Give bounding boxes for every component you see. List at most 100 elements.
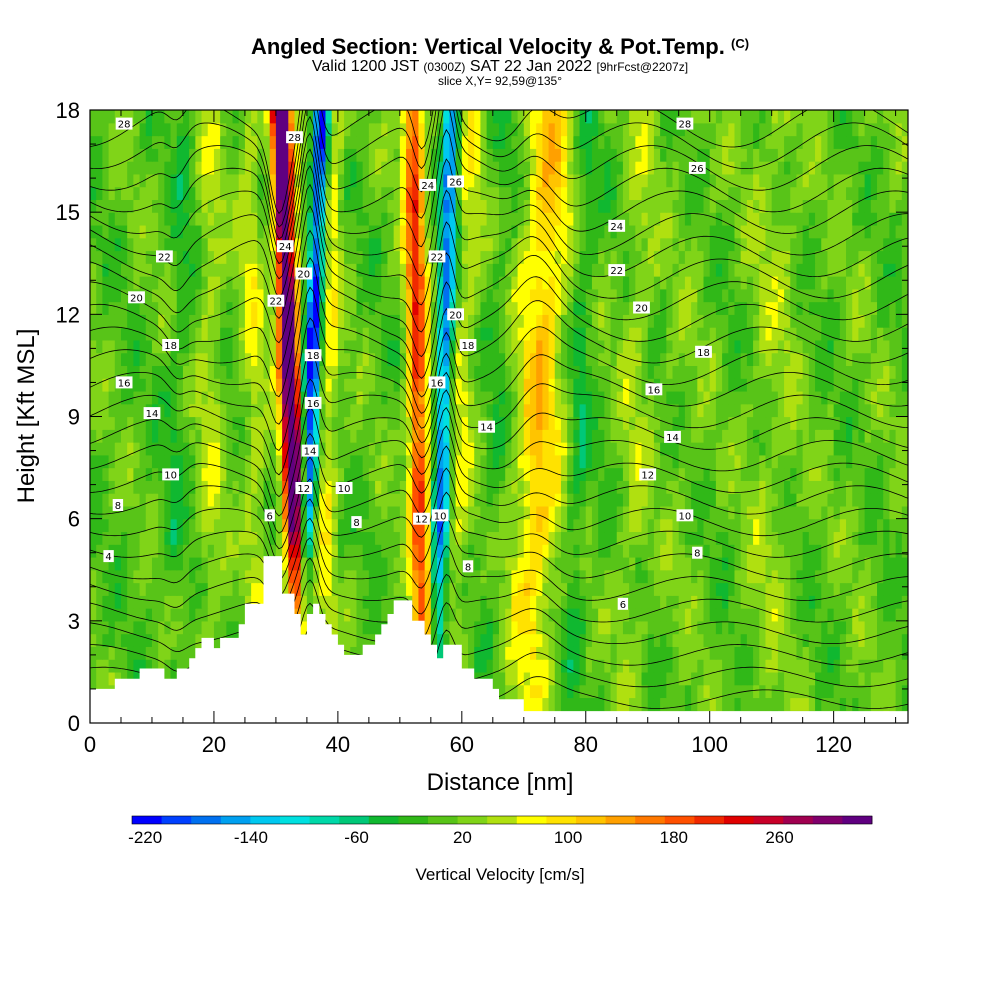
field-cell bbox=[554, 480, 562, 494]
field-cell bbox=[90, 327, 97, 341]
field-cell bbox=[870, 352, 878, 367]
field-cell bbox=[108, 659, 116, 673]
field-cell bbox=[282, 531, 289, 545]
field-cell bbox=[877, 314, 884, 328]
field-cell bbox=[660, 569, 667, 584]
field-cell bbox=[182, 493, 190, 507]
field-cell bbox=[560, 544, 568, 558]
field-cell bbox=[176, 544, 184, 558]
field-cell bbox=[238, 608, 246, 622]
field-cell bbox=[901, 314, 908, 328]
field-cell bbox=[765, 697, 773, 711]
field-cell bbox=[660, 403, 667, 418]
field-cell bbox=[784, 595, 791, 609]
field-cell bbox=[133, 378, 141, 392]
field-cell bbox=[437, 633, 444, 647]
field-cell bbox=[542, 480, 550, 494]
field-cell bbox=[691, 314, 698, 328]
field-cell bbox=[660, 390, 667, 405]
field-cell bbox=[418, 301, 426, 315]
field-cell bbox=[226, 301, 234, 315]
field-cell bbox=[480, 633, 488, 647]
field-cell bbox=[120, 480, 128, 494]
field-cell bbox=[895, 442, 903, 456]
field-cell bbox=[765, 429, 773, 443]
field-cell bbox=[474, 429, 482, 443]
field-cell bbox=[164, 620, 172, 635]
field-cell bbox=[375, 237, 382, 252]
field-cell bbox=[176, 314, 184, 328]
field-cell bbox=[790, 544, 798, 558]
field-cell bbox=[598, 556, 605, 571]
field-cell bbox=[350, 608, 358, 622]
field-cell bbox=[821, 352, 829, 367]
field-cell bbox=[523, 595, 531, 609]
field-cell bbox=[666, 620, 674, 635]
field-cell bbox=[108, 595, 116, 609]
field-cell bbox=[424, 518, 432, 533]
field-cell bbox=[207, 544, 215, 558]
field-cell bbox=[449, 480, 457, 494]
field-cell bbox=[734, 467, 742, 481]
field-cell bbox=[523, 365, 531, 379]
field-cell bbox=[306, 301, 314, 315]
field-cell bbox=[350, 378, 358, 392]
field-cell bbox=[616, 569, 624, 584]
field-cell bbox=[238, 454, 246, 469]
field-cell bbox=[294, 403, 302, 418]
field-cell bbox=[319, 250, 327, 264]
field-cell bbox=[96, 454, 103, 469]
field-cell bbox=[158, 301, 165, 315]
field-cell bbox=[895, 595, 903, 609]
field-cell bbox=[895, 301, 903, 315]
field-cell bbox=[678, 467, 686, 481]
field-cell bbox=[573, 531, 581, 545]
field-cell bbox=[170, 671, 178, 686]
field-cell bbox=[406, 493, 413, 507]
field-cell bbox=[362, 276, 370, 290]
field-cell bbox=[418, 595, 426, 609]
field-cell bbox=[300, 531, 308, 545]
field-cell bbox=[610, 416, 618, 430]
field-cell bbox=[833, 493, 841, 507]
field-cell bbox=[114, 633, 122, 647]
field-cell bbox=[610, 671, 618, 686]
field-cell bbox=[852, 467, 860, 481]
field-cell bbox=[114, 442, 122, 456]
field-cell bbox=[319, 505, 327, 520]
field-cell bbox=[350, 595, 358, 609]
field-cell bbox=[529, 378, 537, 392]
field-cell bbox=[468, 659, 475, 673]
field-cell bbox=[362, 518, 370, 533]
field-cell bbox=[201, 390, 209, 405]
field-cell bbox=[182, 556, 190, 571]
field-cell bbox=[430, 237, 438, 252]
field-cell bbox=[102, 480, 110, 494]
field-cell bbox=[164, 416, 172, 430]
field-cell bbox=[554, 314, 562, 328]
field-cell bbox=[610, 276, 618, 290]
field-cell bbox=[833, 390, 841, 405]
field-cell bbox=[443, 429, 451, 443]
field-cell bbox=[846, 467, 853, 481]
field-cell bbox=[858, 531, 866, 545]
field-cell bbox=[393, 250, 401, 264]
field-cell bbox=[455, 237, 463, 252]
field-cell bbox=[703, 288, 711, 303]
field-cell bbox=[777, 301, 785, 315]
field-cell bbox=[492, 237, 500, 252]
field-cell bbox=[232, 442, 240, 456]
field-cell bbox=[846, 403, 853, 418]
field-cell bbox=[734, 582, 742, 596]
field-cell bbox=[356, 416, 364, 430]
field-cell bbox=[833, 365, 841, 379]
field-cell bbox=[430, 633, 438, 647]
field-cell bbox=[697, 263, 705, 277]
field-cell bbox=[151, 595, 159, 609]
field-cell bbox=[337, 569, 345, 584]
field-cell bbox=[151, 608, 159, 622]
field-cell bbox=[864, 390, 872, 405]
field-cell bbox=[356, 263, 364, 277]
field-cell bbox=[288, 263, 296, 277]
field-cell bbox=[306, 365, 314, 379]
